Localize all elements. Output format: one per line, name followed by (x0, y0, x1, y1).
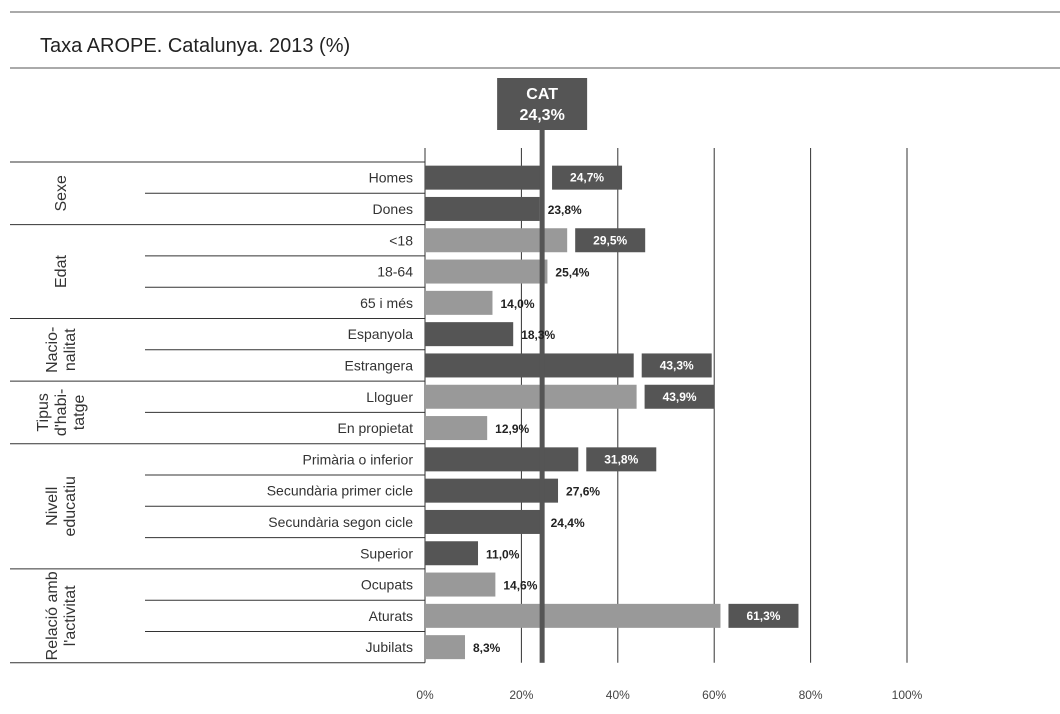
group-label-line: Relació amb (44, 571, 61, 660)
x-tick-label: 40% (606, 688, 630, 702)
bar (425, 290, 493, 315)
value-label: 25,4% (555, 266, 589, 280)
bar (425, 541, 479, 566)
group-label-line: tatge (71, 395, 88, 431)
group-label: Nacio-nalitat (44, 327, 79, 373)
bar (425, 322, 514, 347)
value-label: 27,6% (566, 485, 600, 499)
reference-label: CAT (526, 86, 558, 103)
category-label: <18 (389, 232, 413, 248)
value-label: 61,3% (746, 609, 780, 623)
group-label: Relació ambl'activitat (44, 571, 79, 660)
group-label: Nivelleducatiu (44, 476, 79, 537)
bar (425, 196, 540, 221)
group-label-line: Nacio- (44, 327, 61, 373)
bar (425, 384, 637, 409)
group-label-line: nalitat (62, 328, 79, 371)
value-box (728, 603, 799, 628)
category-label: Jubilats (366, 639, 413, 655)
bar (425, 228, 568, 253)
value-label: 24,4% (551, 516, 585, 530)
x-tick-label: 20% (509, 688, 533, 702)
value-label: 24,7% (570, 171, 604, 185)
category-label: Aturats (369, 608, 413, 624)
group-label-line: l'activitat (62, 585, 79, 646)
bar (425, 572, 496, 597)
category-label: 18-64 (377, 264, 413, 280)
category-label: Secundària segon cicle (268, 514, 413, 530)
category-label: 65 i més (360, 295, 413, 311)
reference-line (539, 128, 545, 663)
value-label: 8,3% (473, 641, 501, 655)
value-box (641, 353, 712, 378)
value-label: 43,3% (660, 358, 694, 372)
category-label: Estrangera (345, 357, 414, 373)
value-label: 23,8% (548, 203, 582, 217)
bar (425, 478, 559, 503)
bar (425, 165, 545, 190)
category-label: Dones (373, 201, 413, 217)
category-label: En propietat (338, 420, 414, 436)
labels: 0% 20% 40% 60% 80% 100% Sexe Homes 24,7% Dones 23,… (35, 170, 923, 702)
group-label-line: d'habi- (53, 389, 70, 437)
bar (425, 635, 466, 660)
value-label: 14,0% (500, 297, 534, 311)
x-tick-label: 80% (799, 688, 823, 702)
table-structure (10, 161, 425, 664)
value-box (552, 165, 623, 190)
category-label: Secundària primer cicle (267, 483, 413, 499)
category-label: Superior (360, 545, 413, 561)
group-label: Sexe (53, 175, 70, 212)
bar (425, 603, 721, 628)
bar (425, 259, 548, 284)
value-box (586, 447, 657, 472)
group-label: Edat (53, 255, 70, 288)
group-label-line: Sexe (53, 175, 70, 212)
category-label: Ocupats (361, 577, 413, 593)
group-label-line: educatiu (62, 476, 79, 537)
bars (425, 165, 799, 660)
value-label: 18,3% (521, 328, 555, 342)
value-label: 31,8% (604, 452, 638, 466)
category-label: Homes (369, 170, 413, 186)
x-tick-label: 60% (702, 688, 726, 702)
bar (425, 416, 488, 441)
reference-box (497, 78, 588, 130)
category-label: Espanyola (348, 326, 414, 342)
bar (425, 353, 634, 378)
x-tick-label: 100% (892, 688, 923, 702)
group-label-line: Nivell (44, 487, 61, 526)
group-label-line: Tipus (35, 393, 52, 432)
value-label: 14,6% (503, 579, 537, 593)
group-label: Tipusd'habi-tatge (35, 389, 88, 437)
group-label-line: Edat (53, 255, 70, 288)
reference-line-group: CAT 24,3% (497, 78, 588, 663)
value-box (575, 228, 646, 253)
value-label: 29,5% (593, 233, 627, 247)
value-label: 43,9% (663, 390, 697, 404)
value-box (644, 384, 715, 409)
value-label: 11,0% (486, 547, 520, 561)
category-label: Primària o inferior (303, 451, 414, 467)
bar (425, 509, 543, 534)
value-label: 12,9% (495, 422, 529, 436)
chart-title: Taxa AROPE. Catalunya. 2013 (%) (40, 35, 350, 57)
category-label: Lloguer (366, 389, 413, 405)
reference-value: 24,3% (519, 107, 564, 124)
x-tick-label: 0% (416, 688, 434, 702)
bar (425, 447, 579, 472)
